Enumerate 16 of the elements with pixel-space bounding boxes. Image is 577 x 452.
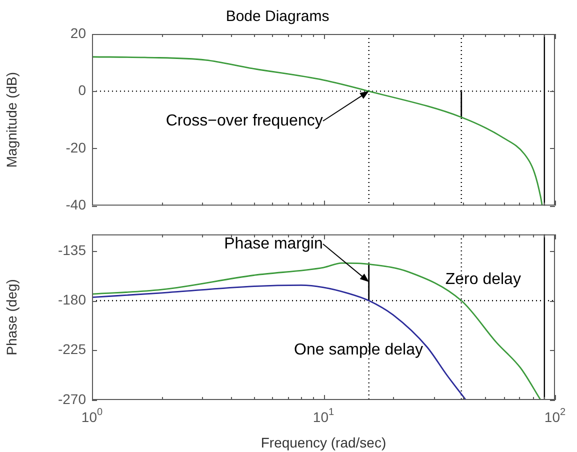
annotation: Phase margin <box>224 235 323 252</box>
y-tick-label: 20 <box>70 24 86 41</box>
y-tick-label: -20 <box>66 139 86 156</box>
chart-title: Bode Diagrams <box>226 8 330 26</box>
y-tick-label: 0 <box>78 82 86 98</box>
y-tick-label: -40 <box>66 196 86 212</box>
annotation: One sample delay <box>294 341 424 358</box>
y-axis-title: Phase (deg) <box>3 279 20 356</box>
x-axis-title: Frequency (rad/sec) <box>260 434 386 450</box>
annotation: Zero delay <box>445 271 521 288</box>
y-axis-title: Magnitude (dB) <box>3 72 20 168</box>
annotation: Cross−over frequency <box>166 112 323 130</box>
y-tick-label: -270 <box>58 390 86 407</box>
y-tick-label: -180 <box>58 292 86 308</box>
y-tick-label: -135 <box>58 242 86 258</box>
y-tick-label: -225 <box>58 341 86 358</box>
